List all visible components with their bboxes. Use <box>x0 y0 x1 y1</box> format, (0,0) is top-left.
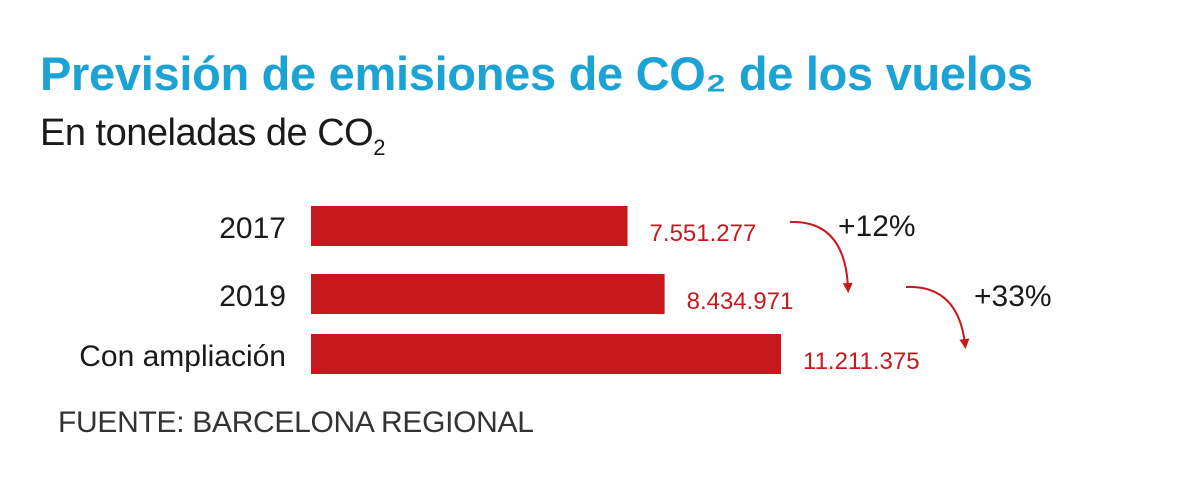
bar-1 <box>311 274 665 314</box>
value-label-2: 11.211.375 <box>803 348 920 375</box>
value-label-1: 8.434.971 <box>687 288 794 315</box>
chart-subtitle: En toneladas de CO2 <box>40 112 385 161</box>
growth-label-0: +12% <box>838 210 916 243</box>
bar-2 <box>311 334 781 374</box>
source-note: FUENTE: BARCELONA REGIONAL <box>58 406 534 439</box>
chart-title: Previsión de emisiones de CO₂ de los vue… <box>40 47 1033 100</box>
category-label-2: Con ampliación <box>79 340 286 373</box>
subtitle-subscript: 2 <box>373 135 385 160</box>
growth-arrow-0 <box>789 220 853 293</box>
bar-0 <box>311 206 628 246</box>
subtitle-text: En toneladas de CO <box>40 112 374 154</box>
category-label-0: 2017 <box>219 212 286 245</box>
growth-label-1: +33% <box>974 280 1052 313</box>
value-label-0: 7.551.277 <box>650 220 757 247</box>
growth-arrow-1 <box>905 285 970 349</box>
category-label-1: 2019 <box>219 280 286 313</box>
